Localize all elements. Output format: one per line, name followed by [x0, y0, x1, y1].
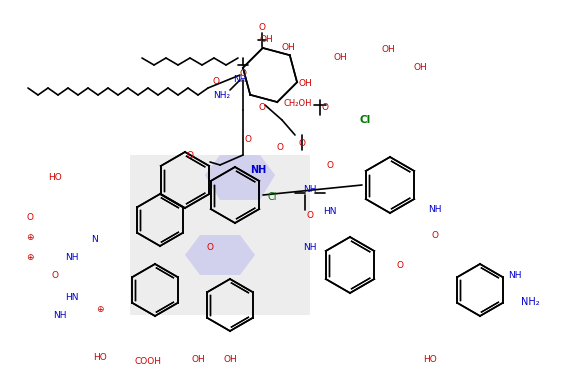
Text: O: O: [276, 144, 283, 152]
Text: NH: NH: [303, 185, 317, 195]
Text: O: O: [431, 231, 438, 239]
Text: OH: OH: [333, 54, 347, 62]
Text: OH: OH: [381, 46, 395, 54]
Text: NH: NH: [53, 310, 67, 320]
Polygon shape: [185, 235, 255, 275]
Text: HN: HN: [323, 207, 337, 217]
Text: O: O: [244, 136, 252, 144]
Text: HN: HN: [65, 293, 79, 302]
Text: OH: OH: [298, 79, 312, 87]
Text: OH: OH: [259, 35, 273, 44]
Text: ⊕: ⊕: [26, 253, 34, 263]
Text: NH₂: NH₂: [521, 297, 539, 307]
Text: O: O: [306, 211, 313, 220]
Text: O: O: [298, 138, 305, 147]
Text: O: O: [259, 22, 266, 32]
Text: OH: OH: [281, 43, 295, 52]
Text: N: N: [92, 236, 98, 244]
Polygon shape: [130, 155, 310, 315]
Text: NH: NH: [508, 271, 522, 280]
Text: OH: OH: [223, 356, 237, 364]
Text: O: O: [26, 214, 33, 223]
Text: NH: NH: [233, 76, 247, 84]
Text: O: O: [187, 150, 194, 160]
Text: O: O: [321, 103, 328, 112]
Text: Cl: Cl: [267, 192, 276, 202]
Text: O: O: [213, 78, 219, 87]
Text: HO: HO: [93, 353, 107, 363]
Text: O: O: [327, 160, 334, 169]
Text: NH: NH: [65, 253, 79, 263]
Text: OH: OH: [191, 356, 205, 364]
Text: O: O: [240, 68, 247, 78]
Text: NH: NH: [303, 244, 317, 252]
Text: O: O: [259, 103, 266, 111]
Text: CH₂OH: CH₂OH: [284, 98, 312, 108]
Text: HO: HO: [423, 356, 437, 364]
Text: ⊕: ⊕: [96, 306, 104, 315]
Text: ⊕: ⊕: [26, 233, 34, 242]
Text: NH: NH: [428, 206, 442, 214]
Text: NH₂: NH₂: [214, 90, 230, 100]
Text: NH: NH: [250, 165, 266, 175]
Text: O: O: [396, 261, 404, 269]
Text: HO: HO: [48, 174, 62, 182]
Text: O: O: [51, 271, 59, 280]
Text: Cl: Cl: [359, 115, 370, 125]
Polygon shape: [205, 155, 275, 200]
Text: OH: OH: [413, 63, 427, 73]
Text: COOH: COOH: [135, 358, 161, 366]
Text: O: O: [207, 244, 214, 252]
